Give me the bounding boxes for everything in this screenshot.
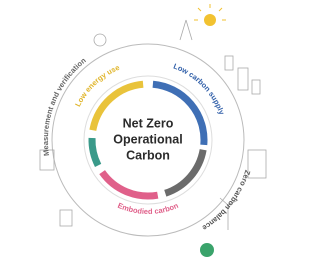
segment-label-text: Zero carbon balance [201,169,253,233]
decor [40,4,266,257]
segment-label: Low carbon supply [172,62,226,117]
center-title: Carbon [126,148,170,162]
diagram: Net Zero Operational Carbon Low energy u… [0,0,291,277]
segment-label-text: Embodied carbon [116,201,180,216]
center-title: Operational [113,132,182,146]
segment-label: Embodied carbon [116,201,180,216]
center-title: Net Zero [123,116,174,130]
segment-arc [92,138,98,165]
segment-arc [165,150,203,194]
segment-label: Zero carbon balance [201,169,253,233]
segment-label-text: Low carbon supply [172,62,226,117]
